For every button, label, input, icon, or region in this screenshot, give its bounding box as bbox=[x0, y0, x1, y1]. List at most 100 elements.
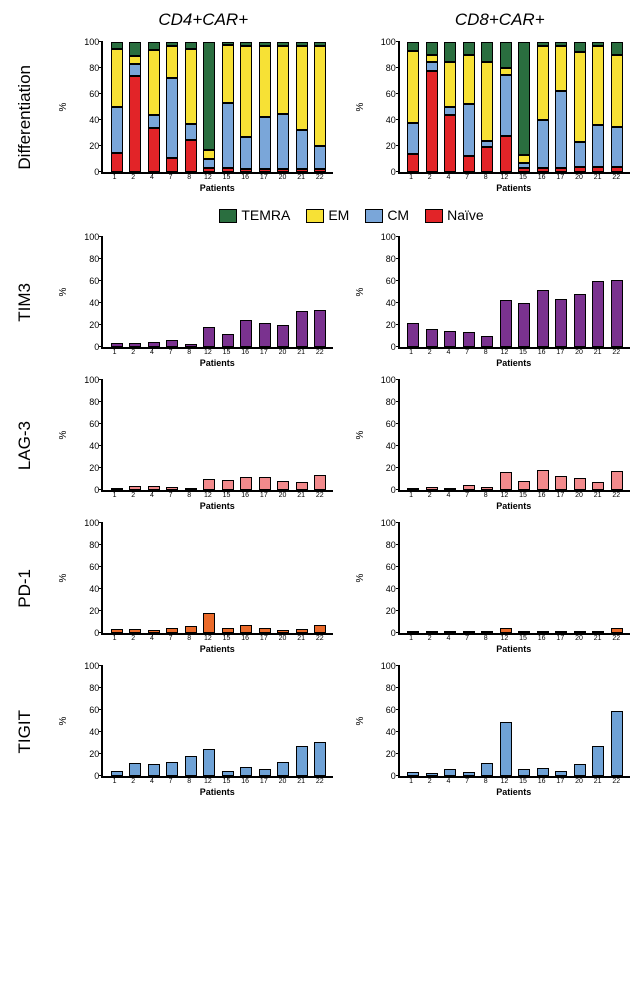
stacked-bar bbox=[296, 42, 308, 172]
legend-swatch bbox=[306, 209, 324, 223]
x-ticks: 1247812151617202122 bbox=[398, 492, 630, 499]
y-axis-label: % bbox=[58, 288, 69, 297]
bar bbox=[203, 380, 215, 490]
bar bbox=[296, 380, 308, 490]
bar bbox=[129, 523, 141, 633]
x-axis-label: Patients bbox=[101, 501, 333, 511]
segment-temra bbox=[426, 42, 438, 55]
tigit-cd8-chart: 020406080100%1247812151617202122Patients bbox=[370, 666, 630, 797]
y-axis-label: % bbox=[355, 431, 366, 440]
bar bbox=[259, 237, 271, 347]
lag3-cd8-chart: 020406080100%1247812151617202122Patients bbox=[370, 380, 630, 511]
bar bbox=[166, 666, 178, 776]
pd1-cd8-chart: 020406080100%1247812151617202122Patients bbox=[370, 523, 630, 654]
segment-em bbox=[240, 46, 252, 137]
tim3-cd8-chart: 020406080100%1247812151617202122Patients bbox=[370, 237, 630, 368]
bar bbox=[426, 523, 438, 633]
bar bbox=[592, 237, 604, 347]
bar bbox=[518, 237, 530, 347]
bar bbox=[185, 237, 197, 347]
x-axis-label: Patients bbox=[101, 787, 333, 797]
bar bbox=[111, 237, 123, 347]
legend-item: TEMRA bbox=[219, 207, 290, 223]
segment-cm bbox=[185, 124, 197, 140]
bar bbox=[426, 380, 438, 490]
x-ticks: 1247812151617202122 bbox=[101, 635, 333, 642]
stacked-bar bbox=[203, 42, 215, 172]
row-label-lag3: LAG-3 bbox=[15, 421, 35, 470]
segment-em bbox=[314, 46, 326, 146]
bar bbox=[463, 380, 475, 490]
bar bbox=[166, 380, 178, 490]
y-axis-label: % bbox=[355, 574, 366, 583]
bar bbox=[500, 523, 512, 633]
y-axis-label: % bbox=[58, 103, 69, 112]
col-header-cd4: CD4+CAR+ bbox=[70, 10, 337, 30]
stacked-bar bbox=[518, 42, 530, 172]
bar bbox=[574, 523, 586, 633]
bar bbox=[314, 380, 326, 490]
segment-naive bbox=[203, 168, 215, 172]
bar bbox=[555, 237, 567, 347]
legend-item: Naïve bbox=[425, 207, 484, 223]
bar bbox=[592, 380, 604, 490]
stacked-bar bbox=[185, 42, 197, 172]
bar bbox=[463, 523, 475, 633]
bar bbox=[574, 237, 586, 347]
x-ticks: 1247812151617202122 bbox=[398, 778, 630, 785]
segment-naive bbox=[314, 169, 326, 172]
bar bbox=[277, 523, 289, 633]
bar bbox=[185, 523, 197, 633]
row-label-tim3: TIM3 bbox=[15, 283, 35, 322]
segment-em bbox=[259, 46, 271, 118]
segment-naive bbox=[111, 153, 123, 173]
legend-item: EM bbox=[306, 207, 349, 223]
bar bbox=[481, 237, 493, 347]
segment-em bbox=[481, 62, 493, 141]
x-axis-label: Patients bbox=[398, 787, 630, 797]
bar bbox=[592, 523, 604, 633]
pd1-cd4-chart: 020406080100%1247812151617202122Patients bbox=[73, 523, 333, 654]
segment-em bbox=[574, 52, 586, 142]
segment-temra bbox=[129, 42, 141, 56]
bar bbox=[426, 237, 438, 347]
stacked-bar bbox=[611, 42, 623, 172]
bar bbox=[555, 666, 567, 776]
stacked-bar bbox=[444, 42, 456, 172]
bar bbox=[222, 380, 234, 490]
segment-temra bbox=[574, 42, 586, 52]
segment-naive bbox=[240, 169, 252, 172]
bar bbox=[111, 380, 123, 490]
legend-swatch bbox=[425, 209, 443, 223]
x-ticks: 1247812151617202122 bbox=[101, 492, 333, 499]
bar bbox=[574, 380, 586, 490]
segment-cm bbox=[407, 123, 419, 154]
segment-temra bbox=[481, 42, 493, 62]
segment-naive bbox=[518, 168, 530, 172]
bar bbox=[518, 523, 530, 633]
segment-cm bbox=[463, 104, 475, 156]
legend-label: Naïve bbox=[447, 207, 484, 223]
bar bbox=[314, 666, 326, 776]
segment-cm bbox=[500, 75, 512, 136]
segment-naive bbox=[574, 167, 586, 172]
bar bbox=[555, 523, 567, 633]
segment-cm bbox=[240, 137, 252, 170]
bar bbox=[463, 666, 475, 776]
segment-naive bbox=[129, 76, 141, 172]
segment-em bbox=[277, 46, 289, 114]
bar bbox=[296, 237, 308, 347]
segment-naive bbox=[592, 167, 604, 172]
segment-naive bbox=[296, 169, 308, 172]
bar bbox=[166, 523, 178, 633]
bar bbox=[203, 523, 215, 633]
bar bbox=[463, 237, 475, 347]
y-axis-label: % bbox=[58, 431, 69, 440]
segment-cm bbox=[314, 146, 326, 169]
stacked-chart: 020406080100%1247812151617202122Patients bbox=[73, 42, 333, 193]
bar bbox=[148, 666, 160, 776]
segment-cm bbox=[592, 125, 604, 167]
y-ticks: 020406080100 bbox=[75, 37, 99, 177]
legend-swatch bbox=[365, 209, 383, 223]
segment-cm bbox=[574, 142, 586, 167]
